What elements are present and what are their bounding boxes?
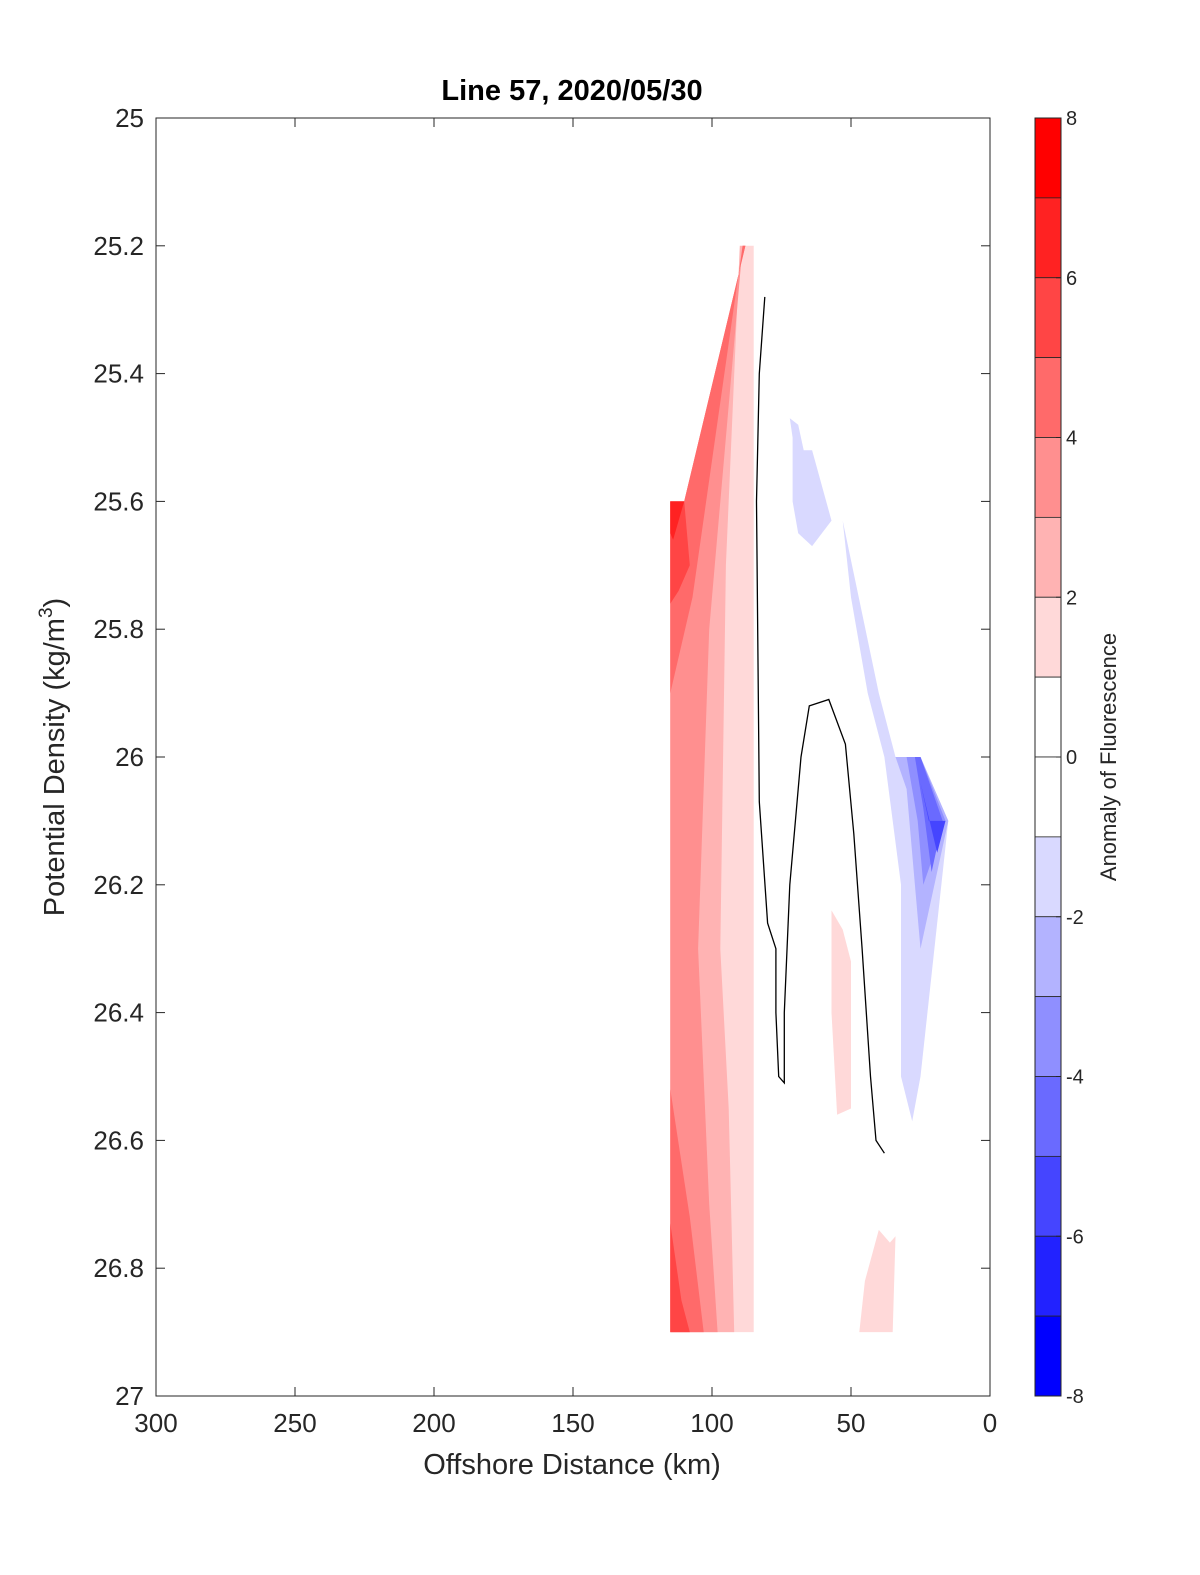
y-tick-label: 27 xyxy=(115,1381,144,1411)
plot-area: 300 250 200 150 100 50 0 2525.225.425.625.8262… xyxy=(93,103,997,1438)
contour-region-blue-patch-upper xyxy=(789,418,832,547)
colorbar-swatch xyxy=(1034,516,1062,598)
colorbar-swatch xyxy=(1034,596,1062,678)
y-axis-label-main: Potential Density (kg/m xyxy=(39,618,71,916)
colorbar-tick-label: 8 xyxy=(1066,108,1077,130)
x-tick-label: 300 xyxy=(134,1408,177,1438)
colorbar-tick-label: 4 xyxy=(1066,428,1077,450)
colorbar: 8 6 4 2 0 -2 -4 -6 -8 Anomaly of Fluorescence xyxy=(1034,108,1121,1408)
colorbar-swatch xyxy=(1034,197,1062,279)
contour-region-red-patch-mid xyxy=(831,910,851,1115)
y-tick-label: 25.6 xyxy=(93,486,144,516)
y-tick-label: 25.8 xyxy=(93,614,144,644)
contour-fill-layer xyxy=(670,245,949,1333)
contour-region-blue-band-1 xyxy=(842,520,949,1122)
colorbar-swatch xyxy=(1034,437,1062,518)
contour-region-red-band-4 xyxy=(670,245,746,1333)
colorbar-swatch xyxy=(1034,756,1062,838)
y-axis-label: Potential Density (kg/m3) xyxy=(36,598,71,916)
y-tick-label: 26.6 xyxy=(93,1125,144,1155)
contour-line-layer xyxy=(755,296,885,1154)
contour-region-red-band-5 xyxy=(670,501,690,1333)
colorbar-swatch xyxy=(1034,277,1062,359)
colorbar-tick-label: 0 xyxy=(1066,747,1077,769)
x-tick-label: 50 xyxy=(837,1408,866,1438)
colorbar-swatch xyxy=(1034,836,1062,918)
x-axis-ticks: 300 250 200 150 100 50 0 xyxy=(134,118,997,1438)
x-tick-label: 150 xyxy=(551,1408,594,1438)
x-tick-label: 250 xyxy=(273,1408,316,1438)
colorbar-tick-label: 2 xyxy=(1066,587,1077,609)
y-tick-label: 26.4 xyxy=(93,998,144,1028)
y-tick-label: 25.2 xyxy=(93,231,144,261)
colorbar-label: Anomaly of Fluorescence xyxy=(1096,633,1121,881)
y-axis-ticks: 25 25.2 25.4 25.6 25.8 26 26.2 26.4 26.6 26.8 27 xyxy=(93,103,990,1411)
contour-line-zero-contour-west xyxy=(755,296,885,1154)
x-tick-label: 100 xyxy=(690,1408,733,1438)
contour-region-red-band-6 xyxy=(670,501,685,540)
y-tick-label: 26.2 xyxy=(93,870,144,900)
colorbar-swatch xyxy=(1034,996,1062,1077)
colorbar-ticks: 8 6 4 2 0 -2 -4 -6 -8 xyxy=(1056,108,1084,1408)
colorbar-swatch xyxy=(1034,1155,1062,1237)
colorbar-tick-label: -4 xyxy=(1066,1067,1084,1089)
colorbar-tick-label: -6 xyxy=(1066,1226,1084,1248)
y-tick-label: 25 xyxy=(115,103,144,133)
colorbar-swatch xyxy=(1034,1076,1062,1157)
colorbar-swatch xyxy=(1034,1235,1062,1317)
colorbar-swatch xyxy=(1034,357,1062,438)
colorbar-swatch xyxy=(1034,117,1062,199)
colorbar-swatch xyxy=(1034,916,1062,998)
colorbar-swatch xyxy=(1034,1315,1062,1397)
colorbar-tick-label: -2 xyxy=(1066,907,1084,929)
x-tick-label: 0 xyxy=(983,1408,997,1438)
axes-background xyxy=(156,118,990,1396)
x-axis-label: Offshore Distance (km) xyxy=(423,1449,721,1481)
y-tick-label: 26.8 xyxy=(93,1253,144,1283)
contour-region-red-patch-bottom xyxy=(859,1229,896,1333)
colorbar-swatch xyxy=(1034,676,1062,758)
colorbar-tick-label: -8 xyxy=(1066,1386,1084,1408)
y-axis-label-superscript: 3 xyxy=(36,607,57,618)
chart-title: Line 57, 2020/05/30 xyxy=(441,75,702,107)
contour-region-blue-band-5 xyxy=(920,782,946,853)
y-axis-label-close: ) xyxy=(39,598,71,608)
colorbar-tick-label: 6 xyxy=(1066,268,1077,290)
x-tick-label: 200 xyxy=(412,1408,455,1438)
y-tick-label: 25.4 xyxy=(93,359,144,389)
y-tick-label: 26 xyxy=(115,742,144,772)
